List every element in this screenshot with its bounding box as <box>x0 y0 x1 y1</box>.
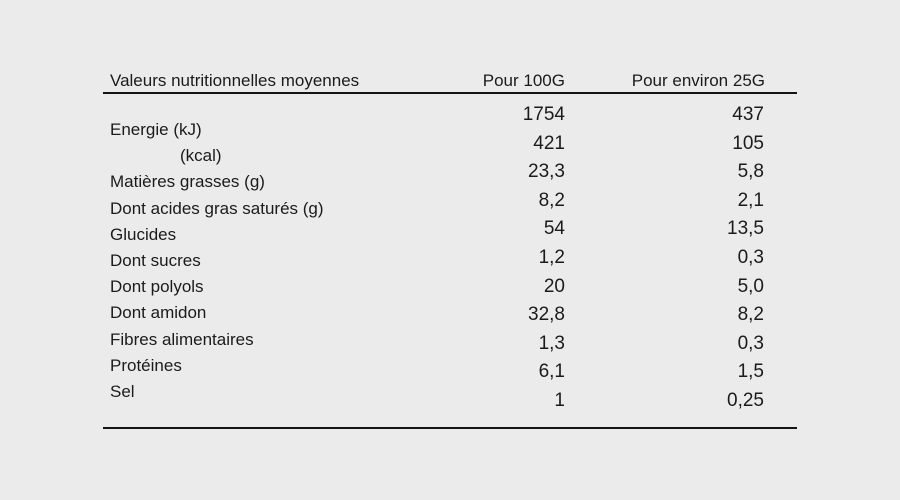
value-per-25g: 2,1 <box>737 189 764 211</box>
value-per-25g: 5,0 <box>737 275 764 297</box>
value-per-100g: 1,2 <box>538 246 565 268</box>
value-per-100g: 23,3 <box>528 161 565 183</box>
value-per-100g: 1,3 <box>538 332 565 354</box>
nutrient-label: Energie (kJ) <box>110 120 202 139</box>
value-per-25g: 105 <box>732 132 764 154</box>
column-header-per-100g: Pour 100G <box>482 71 565 90</box>
value-per-25g: 0,3 <box>737 332 764 354</box>
per-25g-values-column: 437 105 5,8 2,1 13,5 0,3 5,0 8,2 0,3 1,5… <box>564 101 764 416</box>
column-header-per-25g: Pour environ 25G <box>631 71 765 90</box>
value-per-25g: 0,25 <box>727 389 764 411</box>
value-per-100g: 1754 <box>522 104 565 125</box>
nutrient-label: (kcal) <box>180 146 222 166</box>
nutrient-label: Dont sucres <box>110 250 201 270</box>
value-per-100g: 32,8 <box>528 304 565 326</box>
nutrient-label: Glucides <box>110 224 177 244</box>
value-per-25g: 13,5 <box>727 218 764 240</box>
value-per-100g: 6,1 <box>538 361 565 383</box>
value-per-25g: 5,8 <box>737 161 764 183</box>
header-divider-line <box>103 92 797 95</box>
per-100g-values-column: 1754 421 23,3 8,2 54 1,2 20 32,8 1,3 6,1… <box>365 101 565 416</box>
nutrient-label: Fibres alimentaires <box>110 329 254 349</box>
footer-divider-line <box>103 427 797 430</box>
value-per-25g: 0,3 <box>737 246 764 268</box>
nutrient-label: Protéines <box>110 355 182 375</box>
nutrient-label: Dont amidon <box>110 303 207 323</box>
table-title: Valeurs nutritionnelles moyennes <box>110 71 360 90</box>
value-per-25g: 8,2 <box>737 304 764 326</box>
nutrient-label: Sel <box>110 381 135 401</box>
nutrient-label: Matières grasses (g) <box>110 172 265 192</box>
value-per-100g: 8,2 <box>538 189 565 211</box>
nutrient-label: Dont acides gras saturés (g) <box>110 198 324 218</box>
value-per-100g: 54 <box>543 218 565 240</box>
value-per-100g: 1 <box>554 389 565 411</box>
value-per-25g: 1,5 <box>737 361 764 383</box>
value-per-100g: 20 <box>543 275 565 297</box>
nutrient-label: Dont polyols <box>110 277 204 297</box>
value-per-100g: 421 <box>533 132 565 154</box>
value-per-25g: 437 <box>732 104 764 125</box>
nutrient-labels-column: Energie (kJ) (kcal) Matières grasses (g)… <box>110 117 450 405</box>
